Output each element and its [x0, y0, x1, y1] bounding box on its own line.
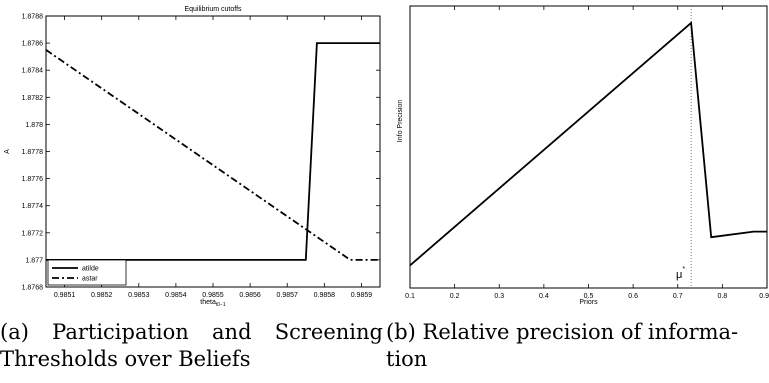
y-tick-label-a: 1.8786	[22, 41, 44, 48]
legend-box-a	[47, 259, 127, 286]
y-tick-label-a: 1.8772	[22, 230, 44, 237]
y-axis-label-a: A	[4, 149, 11, 154]
x-tick-label-b: 0.2	[450, 293, 460, 300]
x-tick-label-b: 0.1	[405, 293, 415, 300]
x-tick-label-a: 0.9858	[314, 292, 336, 299]
x-tick-label-a: 0.9853	[128, 292, 150, 299]
x-tick-label-b: 0.3	[494, 293, 504, 300]
y-tick-label-a: 1.8776	[22, 176, 44, 183]
chart-info-precision: 0.1 0.2 0.3 0.4 0.5 0.6 0.7 0.8 0.9 Priors Info Pr…	[397, 5, 769, 306]
x-tick-label-a: 0.9857	[277, 292, 299, 299]
x-tick-label-b: 0.4	[539, 293, 549, 300]
y-tick-label-a: 1.8768	[22, 285, 44, 292]
x-tick-label-a: 0.9859	[351, 292, 373, 299]
plot-frame-b	[409, 5, 768, 289]
y-tick-label-a: 1.8788	[22, 14, 44, 21]
legend-label-atilde: atilde	[82, 266, 99, 273]
x-tick-label-b: 0.5	[584, 293, 594, 300]
x-tick-label-a: 0.9854	[165, 292, 187, 299]
x-tick-label-b: 0.8	[718, 293, 728, 300]
y-tick-label-a: 1.8778	[22, 149, 44, 156]
caption-a: (a) Participation and Screening Threshol…	[0, 320, 383, 371]
x-tick-label-a: 0.9856	[239, 292, 261, 299]
x-tick-label-b: 0.9	[759, 293, 769, 300]
y-tick-label-a: 1.8774	[22, 203, 44, 210]
chart-equilibrium-cutoffs: Equilibrium cutoffs 0.9851 0.9852 0.9853 0.9…	[4, 6, 381, 308]
legend-label-astar: astar	[82, 276, 98, 283]
y-axis-label-b: Info Precision	[397, 100, 404, 143]
series-line-astar	[45, 49, 380, 261]
y-tick-label-a: 1.877	[25, 257, 43, 264]
y-tick-label-a: 1.878	[25, 122, 43, 129]
y-tick-label-a: 1.8784	[22, 68, 44, 75]
x-tick-label-a: 0.9852	[91, 292, 113, 299]
y-tick-label-a: 1.8782	[22, 95, 44, 102]
x-tick-label-a: 0.9855	[202, 292, 224, 299]
caption-b: (b) Relative precision of informa-tion	[386, 320, 739, 371]
x-tick-label-b: 0.7	[673, 293, 683, 300]
x-axis-label-a: thetat0−1	[200, 299, 226, 308]
series-line-info-precision	[409, 21, 767, 267]
x-tick-label-b: 0.6	[628, 293, 638, 300]
chart-title-a: Equilibrium cutoffs	[184, 6, 242, 13]
series-line-atilde	[46, 42, 380, 261]
mu-star-label: μ*	[676, 266, 685, 281]
x-axis-label-b: Priors	[579, 299, 598, 306]
x-tick-label-a: 0.9851	[54, 292, 76, 299]
